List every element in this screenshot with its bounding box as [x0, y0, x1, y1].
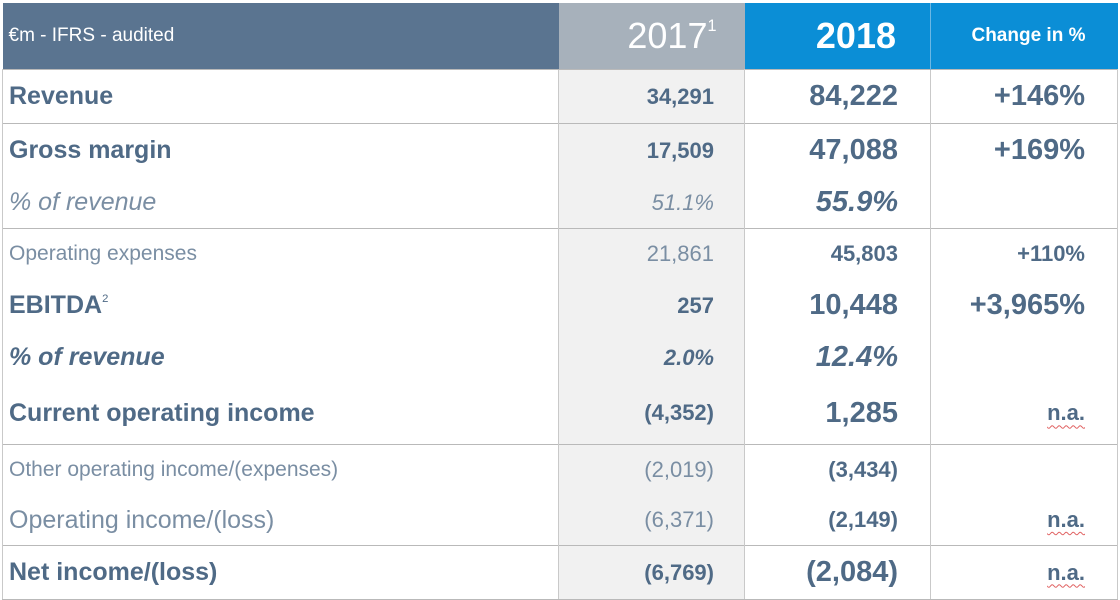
row-label: Net income/(loss) [2, 545, 559, 600]
table-row-current-operating-income: Current operating income (4,352) 1,285 n… [2, 382, 1118, 445]
row-label: Gross margin [2, 123, 559, 178]
cell-2018: (2,149) [744, 495, 931, 546]
cell-2018: 84,222 [744, 69, 931, 124]
cell-2018: 55.9% [744, 177, 931, 228]
table-row-other-operating-income: Other operating income/(expenses) (2,019… [2, 444, 1118, 495]
row-label: Operating expenses [2, 227, 559, 279]
cell-change: +3,965% [930, 278, 1118, 333]
cell-2017: (6,769) [558, 545, 745, 600]
table-row-gross-margin: Gross margin 17,509 47,088 +169% [2, 123, 1118, 178]
cell-2017: (6,371) [558, 495, 745, 546]
cell-2018: 1,285 [744, 382, 931, 445]
row-label: % of revenue [2, 332, 559, 383]
cell-2017: 21,861 [558, 227, 745, 279]
row-label: Revenue [2, 69, 559, 124]
cell-2017: 2.0% [558, 332, 745, 383]
row-label: Operating income/(loss) [2, 495, 559, 546]
cell-change: +110% [930, 227, 1118, 279]
table-row-revenue: Revenue 34,291 84,222 +146% [2, 69, 1118, 124]
table-row-operating-income: Operating income/(loss) (6,371) (2,149) … [2, 495, 1118, 546]
header-change: Change in % [930, 3, 1118, 70]
table-row-net-income: Net income/(loss) (6,769) (2,084) n.a. [2, 545, 1118, 600]
cell-2018: 45,803 [744, 227, 931, 279]
cell-2017: 34,291 [558, 69, 745, 124]
cell-change [930, 177, 1118, 228]
cell-change: n.a. [930, 382, 1118, 445]
cell-2017: 257 [558, 278, 745, 333]
table-row-ebitda-pct: % of revenue 2.0% 12.4% [2, 332, 1118, 383]
row-label: % of revenue [2, 177, 559, 228]
footnote-1: 1 [707, 17, 717, 35]
cell-2017: (4,352) [558, 382, 745, 445]
cell-change [930, 444, 1118, 495]
financial-table: €m - IFRS - audited 20171 2018 Change in… [2, 3, 1118, 600]
header-year-2018: 2018 [744, 3, 931, 70]
header-row: €m - IFRS - audited 20171 2018 Change in… [2, 3, 1118, 70]
cell-change: n.a. [930, 495, 1118, 546]
cell-2018: (2,084) [744, 545, 931, 600]
cell-change: +146% [930, 69, 1118, 124]
header-label: €m - IFRS - audited [2, 3, 559, 70]
cell-2017: (2,019) [558, 444, 745, 495]
row-label: EBITDA2 [2, 278, 559, 333]
cell-2018: 10,448 [744, 278, 931, 333]
cell-2018: 12.4% [744, 332, 931, 383]
table-row-gross-margin-pct: % of revenue 51.1% 55.9% [2, 177, 1118, 228]
table-row-operating-expenses: Operating expenses 21,861 45,803 +110% [2, 227, 1118, 279]
row-label: Current operating income [2, 382, 559, 445]
cell-2018: 47,088 [744, 123, 931, 178]
cell-2017: 51.1% [558, 177, 745, 228]
cell-change: n.a. [930, 545, 1118, 600]
cell-change [930, 332, 1118, 383]
footnote-2: 2 [102, 293, 109, 305]
cell-2018: (3,434) [744, 444, 931, 495]
cell-2017: 17,509 [558, 123, 745, 178]
table-row-ebitda: EBITDA2 257 10,448 +3,965% [2, 278, 1118, 333]
cell-change: +169% [930, 123, 1118, 178]
row-label: Other operating income/(expenses) [2, 444, 559, 495]
header-year-2017: 20171 [558, 3, 745, 70]
